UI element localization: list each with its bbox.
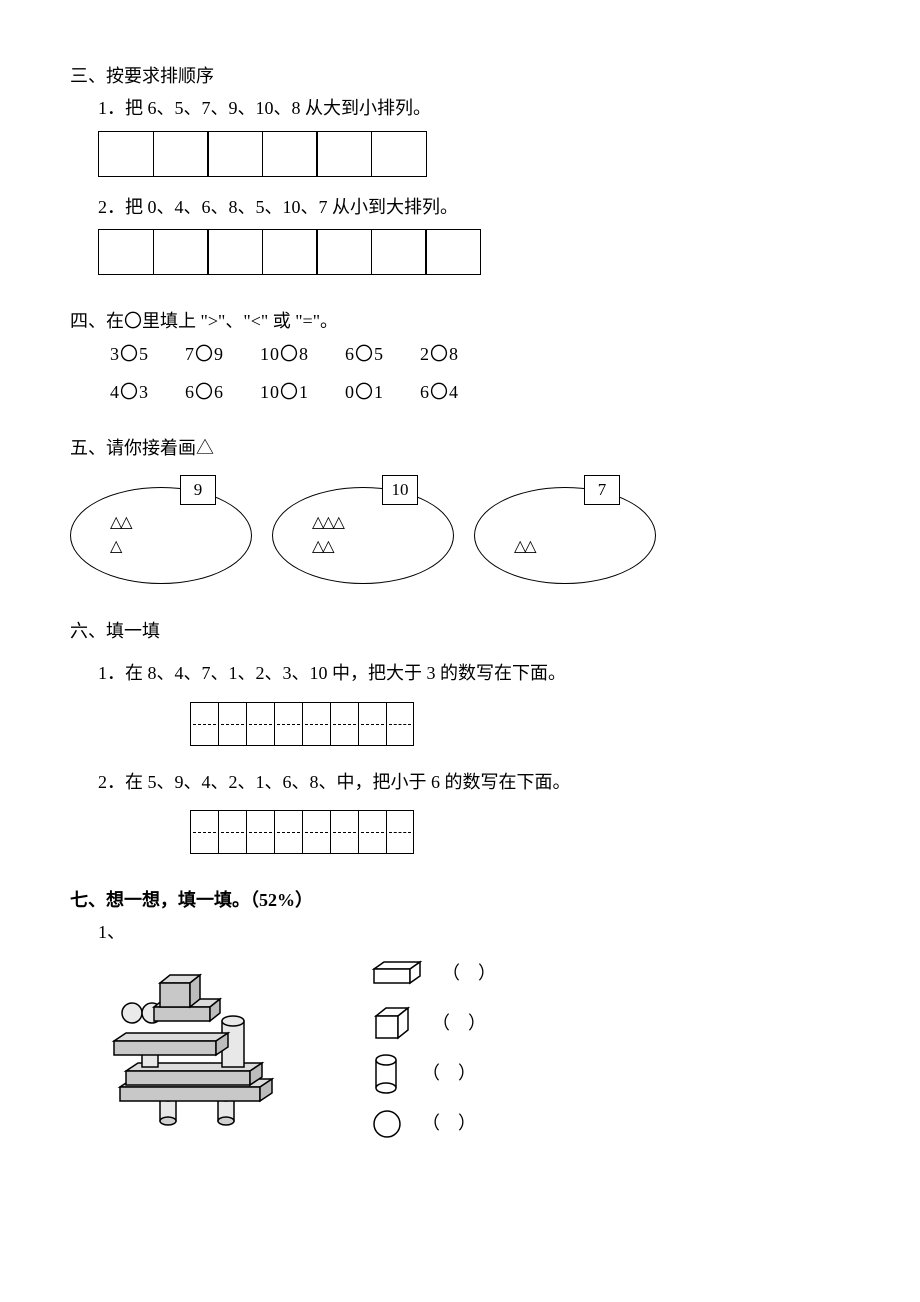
ellipse-group: 7 △△ xyxy=(474,475,664,585)
compare-item: 2〇8 xyxy=(420,338,459,370)
dashed-cell xyxy=(218,811,246,853)
shape-cuboid-row: （） xyxy=(370,949,514,999)
s3-q2-text: 2．把 0、4、6、8、5、10、7 从小到大排列。 xyxy=(98,191,850,223)
sphere-icon xyxy=(370,1107,404,1141)
ellipse-outline xyxy=(474,487,656,584)
box-cell xyxy=(316,131,372,177)
ellipse-number: 9 xyxy=(180,475,216,505)
ellipse-number: 10 xyxy=(382,475,418,505)
section-3: 三、按要求排顺序 1．把 6、5、7、9、10、8 从大到小排列。 2．把 0、… xyxy=(70,60,850,275)
compare-item: 3〇5 xyxy=(110,338,149,370)
dashed-cell xyxy=(386,703,414,745)
compare-item: 10〇1 xyxy=(260,376,309,408)
section-3-title: 三、按要求排顺序 xyxy=(70,60,850,92)
section-6-title: 六、填一填 xyxy=(70,615,850,647)
blocks-figure xyxy=(90,949,310,1129)
s3-q1-boxes xyxy=(98,131,850,177)
cylinder-icon xyxy=(370,1052,404,1096)
dashed-cell xyxy=(302,811,330,853)
paren: （） xyxy=(432,1007,504,1039)
box-cell xyxy=(425,229,481,275)
compare-item: 6〇4 xyxy=(420,376,459,408)
compare-item: 4〇3 xyxy=(110,376,149,408)
dashed-cell xyxy=(190,703,218,745)
box-cell xyxy=(153,229,209,275)
cube-icon xyxy=(370,1004,414,1044)
box-cell xyxy=(262,229,318,275)
paren: （） xyxy=(422,1107,494,1139)
dashed-cell xyxy=(358,703,386,745)
cuboid-icon xyxy=(370,959,424,989)
dashed-cell xyxy=(330,703,358,745)
compare-item: 6〇5 xyxy=(345,338,384,370)
s6-q1-boxes xyxy=(190,702,414,746)
triangle-row: △△ xyxy=(514,533,535,562)
ellipse-group: 9△△△ xyxy=(70,475,260,585)
section-4: 四、在〇里填上 ">"、"<" 或 "="。 3〇57〇910〇86〇52〇8 … xyxy=(70,305,850,408)
box-cell xyxy=(371,229,427,275)
dashed-cell xyxy=(190,811,218,853)
dashed-cell xyxy=(246,811,274,853)
dashed-cell xyxy=(358,811,386,853)
s7-sub: 1、 xyxy=(98,916,850,948)
shape-list: （） （） xyxy=(370,949,514,1149)
dashed-cell xyxy=(386,811,414,853)
dashed-cell xyxy=(330,811,358,853)
shape-sphere-row: （） xyxy=(370,1099,514,1149)
triangle-row: △△ xyxy=(312,533,333,562)
paren: （） xyxy=(442,957,514,989)
ellipse-outline xyxy=(70,487,252,584)
shape-cube-row: （） xyxy=(370,999,514,1049)
ellipse-number: 7 xyxy=(584,475,620,505)
ellipse-group: 10△△△△△ xyxy=(272,475,462,585)
section-7-title: 七、想一想，填一填。（52%） xyxy=(70,884,850,916)
dashed-cell xyxy=(218,703,246,745)
paren: （） xyxy=(422,1057,494,1089)
box-cell xyxy=(98,131,154,177)
s3-q2-boxes xyxy=(98,229,850,275)
triangle-row: △ xyxy=(110,533,120,562)
box-cell xyxy=(207,131,263,177)
dashed-cell xyxy=(246,703,274,745)
s6-q2-boxes xyxy=(190,810,414,854)
s6-q1-text: 1．在 8、4、7、1、2、3、10 中，把大于 3 的数写在下面。 xyxy=(98,657,850,689)
box-cell xyxy=(98,229,154,275)
shape-cylinder-row: （） xyxy=(370,1049,514,1099)
dashed-cell xyxy=(274,811,302,853)
box-cell xyxy=(371,131,427,177)
s4-row-0: 3〇5 7〇9 10〇8 6〇5 2〇8 xyxy=(110,338,850,370)
section-5-title: 五、请你接着画△ xyxy=(70,432,850,464)
section-7: 七、想一想，填一填。（52%） 1、 xyxy=(70,884,850,1149)
s4-row-1: 4〇3 6〇6 10〇1 0〇1 6〇4 xyxy=(110,376,850,408)
box-cell xyxy=(207,229,263,275)
ellipse-outline xyxy=(272,487,454,584)
box-cell xyxy=(262,131,318,177)
compare-item: 0〇1 xyxy=(345,376,384,408)
s6-q2-text: 2．在 5、9、4、2、1、6、8、中，把小于 6 的数写在下面。 xyxy=(98,766,850,798)
s5-ellipses: 9△△△10△△△△△7△△ xyxy=(70,475,850,585)
s3-q1-text: 1．把 6、5、7、9、10、8 从大到小排列。 xyxy=(98,92,850,124)
section-4-title: 四、在〇里填上 ">"、"<" 或 "="。 xyxy=(70,305,850,337)
dashed-cell xyxy=(302,703,330,745)
compare-item: 7〇9 xyxy=(185,338,224,370)
dashed-cell xyxy=(274,703,302,745)
box-cell xyxy=(316,229,372,275)
compare-item: 10〇8 xyxy=(260,338,309,370)
section-6: 六、填一填 1．在 8、4、7、1、2、3、10 中，把大于 3 的数写在下面。… xyxy=(70,615,850,854)
section-5: 五、请你接着画△ 9△△△10△△△△△7△△ xyxy=(70,432,850,584)
compare-item: 6〇6 xyxy=(185,376,224,408)
box-cell xyxy=(153,131,209,177)
